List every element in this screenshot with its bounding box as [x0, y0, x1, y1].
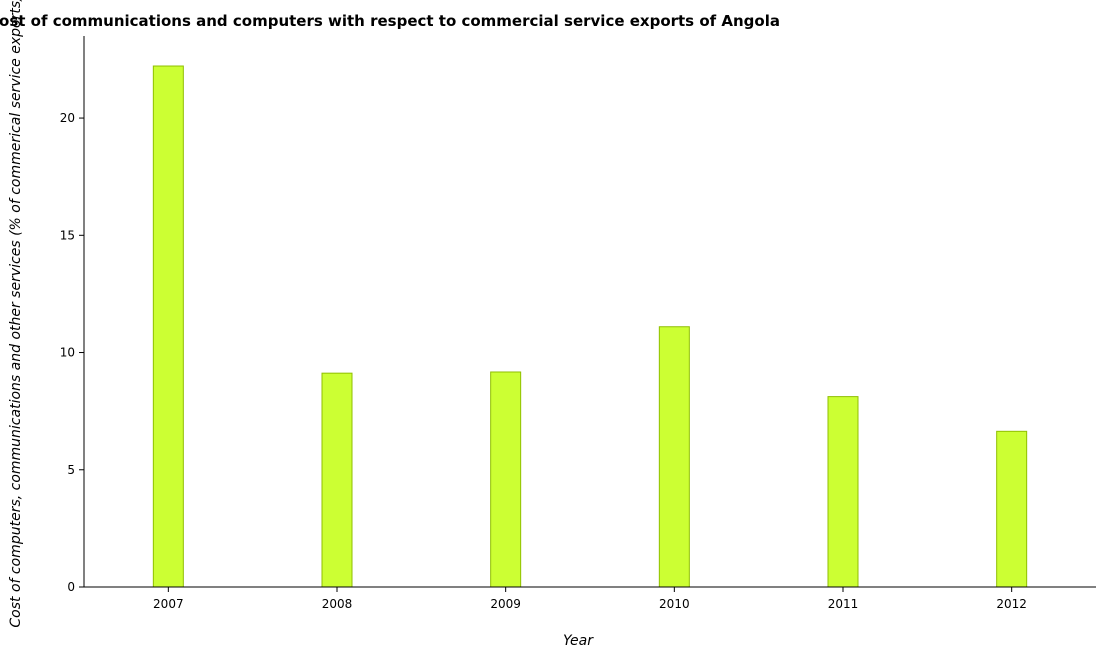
bar-2008	[321, 372, 353, 588]
y-tick-label: 0	[67, 580, 75, 594]
bar-2012	[996, 430, 1028, 588]
y-axis-label: Cost of computers, communications and ot…	[8, 0, 24, 628]
x-axis-ticks: 2007 2008 2009 2010 2011 2012	[153, 587, 1027, 611]
bar-2007	[152, 65, 184, 588]
x-tick-label-2008: 2008	[322, 597, 353, 611]
y-axis-ticks: 0 5 10 15 20	[60, 111, 84, 594]
y-tick-label: 15	[60, 228, 75, 242]
bars-group	[152, 65, 1028, 588]
bar-2010	[658, 326, 690, 588]
y-tick-label: 5	[67, 463, 75, 477]
x-tick-label-2010: 2010	[659, 597, 690, 611]
chart-title: Cost of communications and computers wit…	[0, 12, 780, 30]
x-tick-label-2007: 2007	[153, 597, 184, 611]
y-tick-label: 10	[60, 346, 75, 360]
y-tick-label: 20	[60, 111, 75, 125]
x-tick-label-2012: 2012	[996, 597, 1027, 611]
bar-2009	[490, 371, 522, 588]
bar-2011	[827, 396, 859, 588]
x-axis-label: Year	[563, 633, 594, 649]
x-tick-label-2011: 2011	[828, 597, 859, 611]
x-tick-label-2009: 2009	[490, 597, 521, 611]
